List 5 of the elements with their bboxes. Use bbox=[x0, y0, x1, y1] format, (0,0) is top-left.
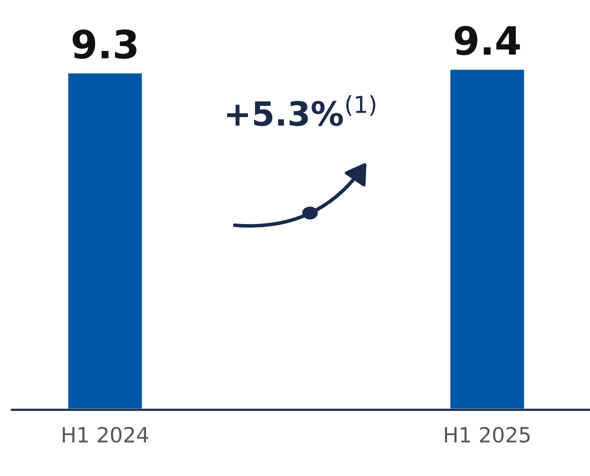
x-tick-label: H1 2024 bbox=[62, 426, 148, 443]
annotation: +5.3%$^{(1)}$ bbox=[227, 95, 376, 126]
data-label: 9.4 bbox=[454, 26, 520, 56]
data-label: 9.3 bbox=[72, 29, 136, 59]
x-tick-label: H1 2025 bbox=[444, 426, 530, 443]
